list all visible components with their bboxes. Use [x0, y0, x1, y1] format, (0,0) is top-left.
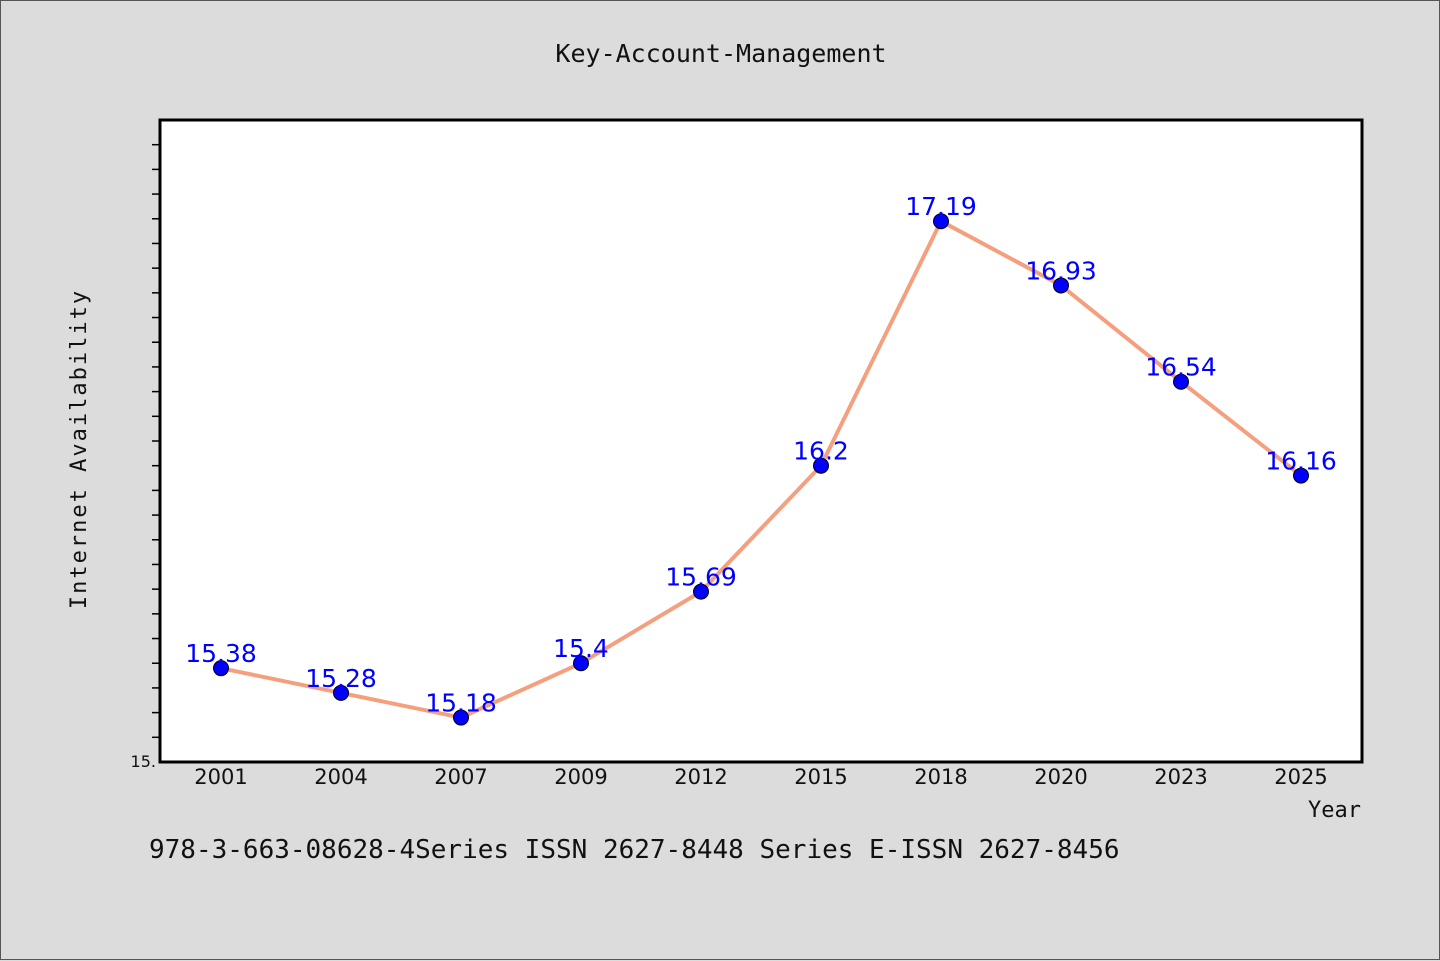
- data-point: [213, 660, 229, 677]
- x-tick-label: 2025: [1274, 765, 1327, 789]
- x-tick-label: 2012: [674, 765, 727, 789]
- data-point: [933, 213, 949, 230]
- plot-area: [158, 118, 1364, 764]
- x-tick-label: 2018: [914, 765, 967, 789]
- data-point: [1173, 373, 1189, 390]
- data-label: 15.28: [305, 664, 377, 693]
- data-label: 15.38: [185, 639, 257, 668]
- x-tick-label: 2004: [314, 765, 367, 789]
- data-label: 15.69: [665, 563, 737, 592]
- y-axis-title: Internet Availability: [67, 289, 92, 609]
- footer-text: 978-3-663-08628-4Series ISSN 2627-8448 S…: [149, 835, 1120, 865]
- data-point: [333, 684, 349, 701]
- data-label: 16.16: [1265, 447, 1337, 476]
- x-tick-label: 2015: [794, 765, 847, 789]
- data-label: 17.19: [905, 192, 977, 221]
- y-axis-ticks: [152, 143, 160, 739]
- data-label: 15.18: [425, 689, 497, 718]
- data-point: [1053, 277, 1069, 294]
- data-label: 16.93: [1025, 256, 1097, 285]
- y-tick-label: 15.: [131, 752, 156, 771]
- x-tick-label: 2007: [434, 765, 487, 789]
- data-label: 16.2: [793, 437, 849, 466]
- x-tick-label: 2020: [1034, 765, 1087, 789]
- x-axis-title: Year: [1308, 798, 1361, 823]
- x-axis-ticks: 2001 2004 2007 2009 2012 2015 2018 2020 2023 2025: [194, 765, 1327, 789]
- x-tick-label: 2023: [1154, 765, 1207, 789]
- data-point: [573, 655, 589, 672]
- data-point: [1293, 467, 1309, 484]
- data-labels: 15.38 15.28 15.18 15.4 15.69 16.2 17.19 16.93 16…: [185, 192, 1337, 717]
- data-point: [693, 583, 709, 600]
- series-markers: [213, 213, 1309, 726]
- data-label: 16.54: [1145, 353, 1217, 382]
- data-point: [813, 457, 829, 474]
- chart-title: Key-Account-Management: [555, 39, 886, 68]
- series-line: [220, 219, 1303, 720]
- data-point: [453, 709, 469, 726]
- data-label: 15.4: [553, 634, 609, 663]
- x-tick-label: 2009: [554, 765, 607, 789]
- x-tick-label: 2001: [194, 765, 247, 789]
